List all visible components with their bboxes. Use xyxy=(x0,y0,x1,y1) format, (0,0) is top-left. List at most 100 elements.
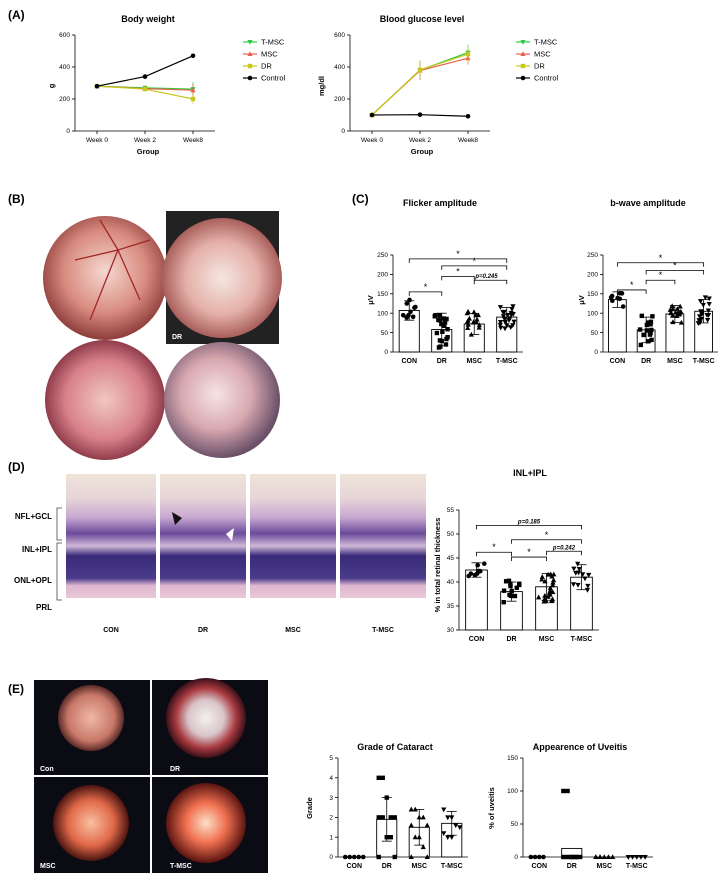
data-point xyxy=(445,835,451,840)
y-tick-label: 4 xyxy=(329,775,333,782)
data-point xyxy=(705,313,712,318)
data-point xyxy=(445,815,451,821)
significance-bracket xyxy=(645,279,676,285)
data-point xyxy=(550,589,556,595)
data-point xyxy=(376,775,381,780)
x-tick-label: CON xyxy=(610,358,626,365)
data-point xyxy=(541,854,546,860)
significance-bracket xyxy=(441,275,475,281)
x-tick-label: CON xyxy=(469,636,485,643)
data-point xyxy=(442,323,447,328)
data-point xyxy=(641,332,646,338)
data-point xyxy=(550,596,556,602)
data-point xyxy=(444,316,449,322)
data-point xyxy=(509,307,515,312)
significance-label: * xyxy=(545,530,549,540)
photo-label: T-MSC xyxy=(172,450,194,457)
white-arrow-icon xyxy=(226,528,234,541)
x-axis-label: Group xyxy=(137,147,160,156)
data-point xyxy=(586,572,592,578)
data-point xyxy=(445,327,450,332)
y-tick-label: 0 xyxy=(341,128,345,135)
y-tick-label: 0 xyxy=(329,854,333,861)
data-point xyxy=(576,570,582,576)
significance-label: * xyxy=(659,270,663,280)
data-point xyxy=(650,314,655,319)
significance-bracket xyxy=(511,539,582,544)
data-point xyxy=(408,822,414,828)
x-tick-label: DR xyxy=(567,863,577,870)
data-point xyxy=(502,316,508,322)
vessels xyxy=(74,219,151,321)
data-point xyxy=(545,593,551,599)
data-point xyxy=(597,854,603,859)
data-point xyxy=(347,854,353,860)
data-point xyxy=(637,327,643,332)
y-tick-label: 250 xyxy=(587,252,598,259)
chart-title: INL+IPL xyxy=(513,468,547,478)
data-point xyxy=(706,301,712,307)
data-point xyxy=(539,574,545,579)
significance-label: * xyxy=(472,256,476,266)
data-point xyxy=(610,854,616,859)
data-point xyxy=(547,585,553,591)
data-point xyxy=(441,831,447,837)
data-point xyxy=(465,321,471,327)
y-tick-label: 400 xyxy=(334,64,345,71)
data-point xyxy=(424,854,430,859)
data-point xyxy=(695,321,701,326)
data-point xyxy=(550,577,557,583)
y-tick-label: 100 xyxy=(377,310,388,317)
data-point xyxy=(388,835,393,840)
data-point xyxy=(392,815,397,820)
bar xyxy=(465,569,488,631)
x-tick-label: T-MSC xyxy=(693,358,715,365)
data-point xyxy=(473,312,479,318)
data-point xyxy=(670,319,676,325)
significance-label: p=0.242 xyxy=(552,545,576,551)
b-wave-amplitude-chart: b-wave amplitude μV 0 50 100 150 200 250 CON DR… xyxy=(577,198,718,365)
data-point xyxy=(433,312,438,318)
layer-label: INL+IPL xyxy=(22,545,52,554)
data-point xyxy=(649,337,654,343)
y-tick-label: 0 xyxy=(514,854,518,861)
data-point xyxy=(406,312,411,318)
legend-marker xyxy=(247,63,253,69)
data-point xyxy=(582,576,588,582)
chart-title: Grade of Cataract xyxy=(357,742,433,752)
data-point xyxy=(420,814,426,820)
significance-bracket xyxy=(616,289,647,294)
y-tick-label: 600 xyxy=(59,32,70,39)
data-point xyxy=(584,587,591,593)
data-point xyxy=(669,303,675,309)
data-point xyxy=(677,303,683,309)
data-point xyxy=(434,330,440,336)
legend-marker xyxy=(520,75,526,81)
significance-label: p=0.185 xyxy=(517,519,541,525)
lens-msc xyxy=(53,785,129,861)
lens-photo-grid: Con DR MSC T-MSC xyxy=(34,678,268,873)
legend-label: MSC xyxy=(534,50,551,59)
y-tick-label: 55 xyxy=(447,507,455,514)
data-point xyxy=(576,566,582,572)
y-tick-label: 0 xyxy=(66,128,70,135)
data-point xyxy=(436,317,441,323)
significance-label: * xyxy=(492,542,496,552)
y-tick-label: 100 xyxy=(587,310,598,317)
x-tick-label: MSC xyxy=(539,636,555,643)
data-point xyxy=(503,579,509,584)
legend-marker xyxy=(520,63,526,69)
flicker-amplitude-chart: Flicker amplitude μV 0 50 100 150 200 250 CON D… xyxy=(366,198,523,365)
cataract-grade-chart: Grade of Cataract Grade 0 1 2 3 4 5 CON DR MSC T-… xyxy=(305,742,468,870)
data-point xyxy=(142,74,148,79)
uveitis-chart: Appearence of Uveitis % of uveitis 0 50 10… xyxy=(487,742,653,870)
data-point xyxy=(439,321,444,327)
data-point xyxy=(471,309,477,315)
data-point xyxy=(505,312,511,318)
data-point xyxy=(475,562,480,568)
data-point xyxy=(474,316,480,322)
y-tick-label: 600 xyxy=(334,32,345,39)
x-tick-label: CON xyxy=(531,863,547,870)
x-tick-label: Week8 xyxy=(183,137,203,144)
data-point xyxy=(569,854,574,860)
